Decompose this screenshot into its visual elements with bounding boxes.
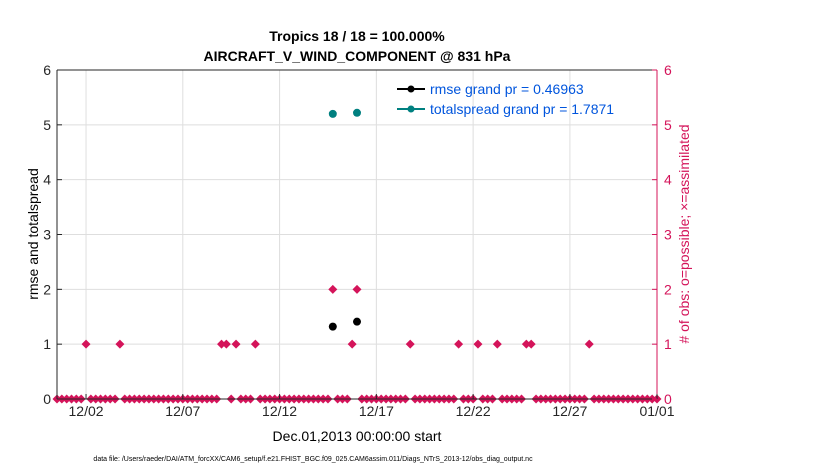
y-axis-label-left: rmse and totalspread — [25, 168, 41, 300]
y-tick-label-right: 6 — [664, 62, 672, 78]
series-markers — [328, 108, 361, 331]
obs-count-marker — [526, 339, 536, 349]
rmse-point — [353, 317, 361, 326]
totalspread-point — [353, 108, 361, 117]
grid — [57, 69, 658, 399]
legend-label-totalspread: totalspread grand pr = 1.7871 — [430, 101, 614, 117]
obs-count-marker — [250, 339, 260, 349]
legend-label-rmse: rmse grand pr = 0.46963 — [430, 81, 584, 97]
obs-count-marker — [347, 339, 357, 349]
obs-count-marker — [81, 339, 91, 349]
obs-count-marker — [454, 339, 464, 349]
y-tick-label-left: 2 — [43, 281, 51, 297]
obs-count-marker — [352, 284, 362, 294]
x-tick-label: 12/07 — [165, 403, 200, 419]
y-tick-label-right: 2 — [664, 281, 672, 297]
legend: rmse grand pr = 0.46963 totalspread gran… — [397, 81, 614, 117]
totalspread-point — [328, 109, 337, 118]
obs-count-marker — [328, 284, 338, 294]
y-tick-label-left: 0 — [43, 391, 51, 407]
x-tick-label: 01/01 — [639, 403, 674, 419]
x-tick-label: 12/22 — [456, 403, 491, 419]
obs-count-marker — [584, 339, 594, 349]
ticks: 12/02 12/07 12/12 12/17 12/22 12/27 01/0101234… — [43, 62, 675, 419]
x-axis-label: Dec.01,2013 00:00:00 start — [273, 428, 442, 444]
y-tick-label-right: 4 — [664, 172, 672, 188]
obs-count-marker — [115, 339, 125, 349]
rmse-point — [328, 322, 337, 331]
y-tick-label-left: 5 — [43, 117, 51, 133]
legend-marker-rmse — [407, 85, 415, 93]
data-file-note: data file: /Users/raeder/DAI/ATM_forcXX/… — [93, 456, 533, 463]
obs-count-marker — [217, 339, 227, 349]
obs-count-marker — [492, 339, 502, 349]
x-tick-label: 12/27 — [552, 403, 587, 419]
x-tick-label: 12/17 — [359, 403, 394, 419]
obs-count-marker — [473, 339, 483, 349]
legend-marker-totalspread — [407, 105, 415, 113]
y-tick-label-left: 6 — [43, 62, 51, 78]
y-tick-label-right: 3 — [664, 227, 672, 243]
x-tick-label: 12/12 — [262, 403, 297, 419]
y-tick-label-left: 4 — [43, 172, 51, 188]
y-tick-label-right: 0 — [664, 391, 672, 407]
x-tick-label: 12/02 — [69, 403, 104, 419]
y-tick-label-left: 3 — [43, 227, 51, 243]
chart-title: Tropics 18 / 18 = 100.000% — [269, 28, 445, 44]
y-tick-label-left: 1 — [43, 336, 51, 352]
obs-count-marker — [521, 339, 531, 349]
obs-count-marker — [221, 339, 231, 349]
chart-subtitle: AIRCRAFT_V_WIND_COMPONENT @ 831 hPa — [204, 48, 511, 64]
y-axis-label-right: # of obs: o=possible; ×=assimilated — [676, 124, 692, 343]
obs-count-marker — [231, 339, 241, 349]
y-tick-label-right: 1 — [664, 336, 672, 352]
obs-count-marker — [405, 339, 415, 349]
y-tick-label-right: 5 — [664, 117, 672, 133]
